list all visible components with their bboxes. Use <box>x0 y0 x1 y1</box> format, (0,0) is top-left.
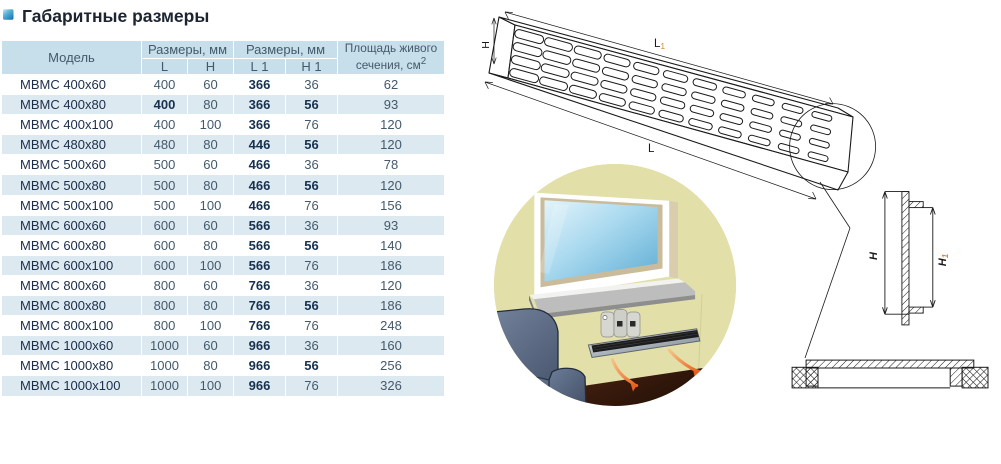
svg-text:L: L <box>648 143 655 155</box>
svg-text:H: H <box>868 251 880 260</box>
svg-text:H: H <box>480 41 492 49</box>
svg-text:L1: L1 <box>654 38 665 51</box>
svg-text:H1: H1 <box>937 253 950 266</box>
